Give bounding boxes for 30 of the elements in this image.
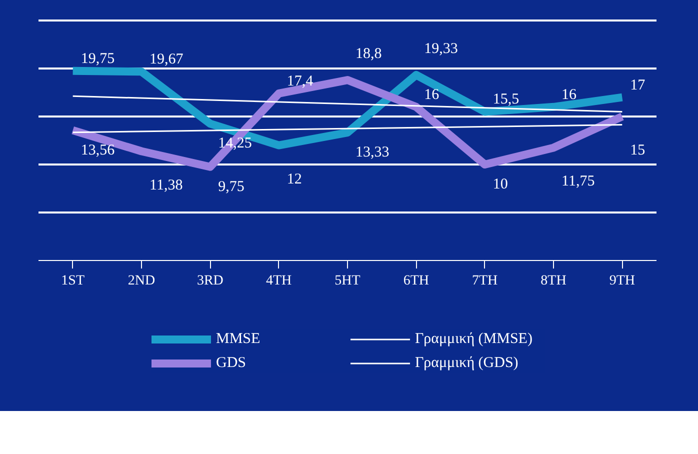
data-label: 19,75 [80,50,115,67]
x-tick-label: 9TH [609,274,636,288]
legend-label: Γραμμική (MMSE) [415,330,534,348]
legend-label: GDS [216,354,248,372]
x-tick-label: 7TH [472,274,498,288]
data-label: 10 [492,176,508,192]
data-label: 19,67 [150,52,184,68]
data-label: 15,5 [492,92,520,108]
data-label: 11,75 [562,174,595,190]
data-label: 13,56 [80,142,116,158]
data-label: 15 [630,142,646,158]
x-tick-label: 5HT [334,274,361,288]
x-tick-label: 2ND [128,274,156,288]
data-label: 16 [424,86,440,103]
x-tick-label: 3RD [196,274,224,288]
data-label: 16 [562,86,577,103]
legend-label: MMSE [216,330,262,348]
data-label: 17,4 [286,73,314,90]
data-label: 13,33 [356,144,390,161]
data-label: 9,75 [218,178,244,195]
data-label: 11,38 [150,177,183,194]
x-tick-label: 8TH [540,274,566,288]
x-tick-label: 6TH [403,274,430,288]
x-tick-label: 4TH [266,274,292,288]
data-label: 17 [630,77,646,94]
data-label: 12 [286,171,302,188]
x-tick-label: 1ST [61,274,85,288]
data-label: 19,33 [424,40,458,57]
legend-label: Γραμμική (GDS) [415,354,520,372]
data-label: 18,8 [356,46,382,62]
